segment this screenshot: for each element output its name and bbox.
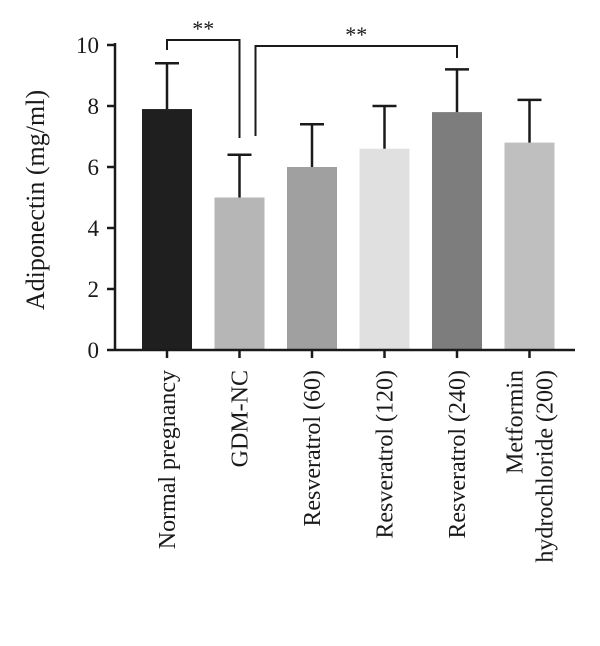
bar [142, 109, 192, 350]
y-axis-title: Adiponectin (mg/ml) [21, 90, 50, 310]
y-axis: 0 2 4 6 8 10 [76, 33, 117, 363]
x-tick-label: hydrochloride (200) [533, 370, 559, 563]
bar [432, 112, 482, 350]
x-tick-label: GDM-NC [228, 370, 254, 467]
y-tick-label: 0 [88, 338, 100, 363]
significance-bracket [166, 39, 241, 138]
y-tick-label: 10 [76, 33, 99, 58]
significance-label: ** [192, 16, 214, 41]
bar [359, 148, 410, 350]
x-axis: Normal pregnancy GDM-NC Resveratrol (60) Re… [115, 348, 575, 563]
significance-label: ** [345, 22, 367, 47]
y-tick-label: 4 [88, 216, 100, 241]
x-tick-label: Resveratrol (60) [300, 370, 326, 527]
significance-brackets: ** ** [166, 16, 458, 138]
bars [142, 62, 555, 350]
y-tick-label: 2 [88, 277, 100, 302]
x-tick-label: Normal pregnancy [155, 370, 181, 549]
bar [287, 167, 337, 350]
x-tick-label: Resveratrol (240) [445, 370, 471, 539]
x-tick-label: Resveratrol (120) [373, 370, 399, 539]
y-tick-label: 6 [88, 155, 100, 180]
bar [504, 142, 555, 350]
bar [214, 197, 265, 350]
x-tick-label: Metformin [503, 370, 529, 474]
significance-bracket [254, 45, 458, 136]
y-tick-label: 8 [88, 94, 100, 119]
